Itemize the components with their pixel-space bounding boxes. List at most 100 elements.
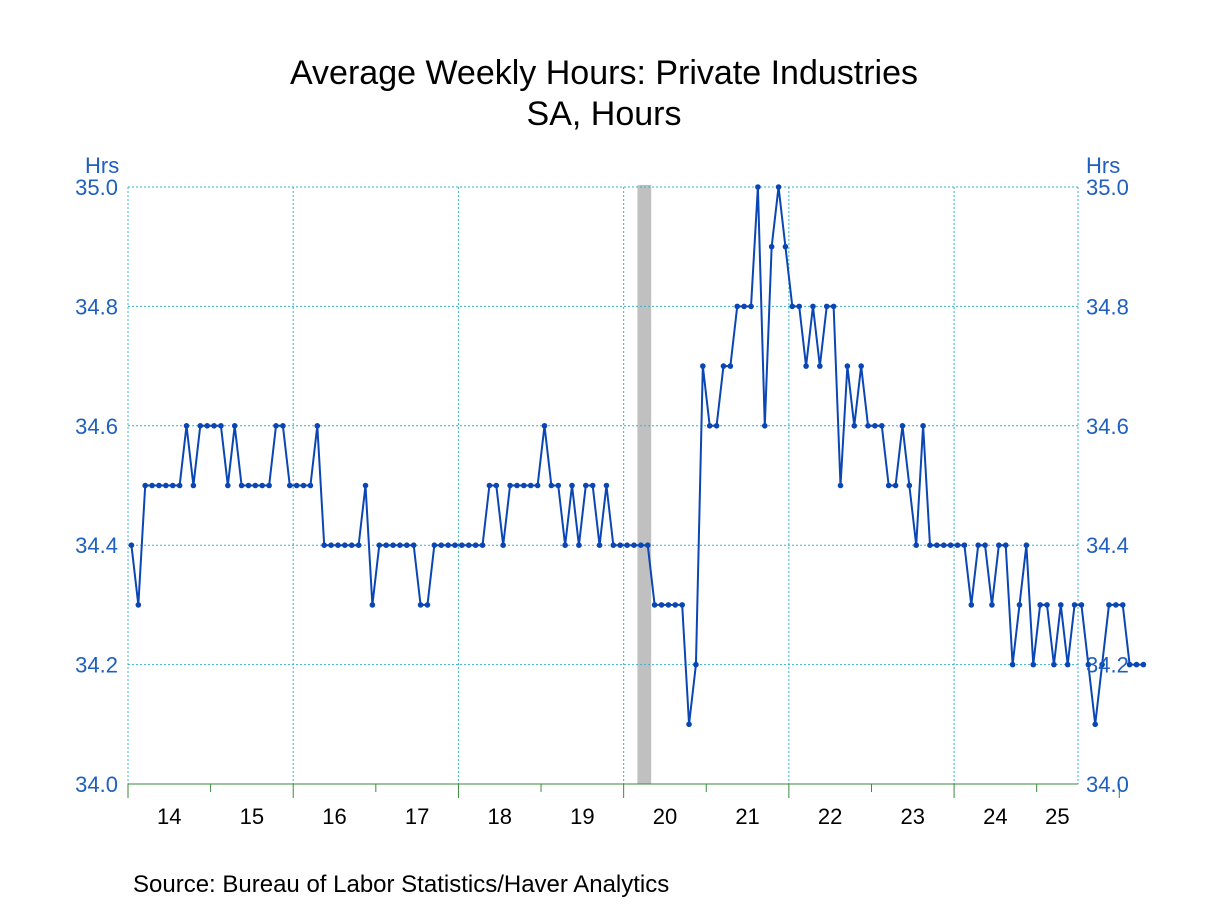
series-line-path: [130, 186, 1144, 726]
data-point: [252, 482, 259, 489]
y-tick-label-right: 34.0: [1086, 772, 1129, 797]
data-point: [899, 423, 906, 429]
data-point: [610, 542, 617, 548]
y-tick-label-right: 34.6: [1086, 414, 1129, 439]
data-point: [163, 482, 169, 489]
data-point: [534, 482, 541, 489]
data-point: [700, 363, 706, 369]
data-point: [1030, 661, 1037, 668]
data-point: [280, 423, 286, 429]
grid-lines: [128, 186, 1078, 784]
data-point: [1044, 602, 1050, 608]
data-point: [335, 542, 341, 548]
y-tick-label-left: 34.6: [75, 414, 118, 439]
data-point: [1002, 542, 1009, 548]
data-point: [940, 542, 947, 548]
data-point: [975, 542, 981, 548]
data-point: [472, 542, 479, 548]
data-point: [156, 482, 162, 489]
data-point: [383, 542, 389, 548]
data-point: [266, 482, 272, 489]
data-point: [376, 542, 383, 548]
data-point: [576, 542, 582, 548]
data-point: [879, 423, 885, 429]
axis-labels: 34.0 34.0 34.2 34.2 34.4 34.4 34.6 34.6 34.8 34.8…: [75, 153, 1129, 829]
data-point: [920, 423, 926, 429]
data-point: [459, 542, 465, 548]
data-point: [913, 542, 920, 548]
data-point: [507, 482, 513, 489]
data-point: [1023, 542, 1030, 548]
data-point: [417, 602, 424, 608]
x-tick-label: 20: [653, 804, 677, 829]
x-tick-label: 17: [405, 804, 429, 829]
data-point: [906, 482, 913, 489]
data-point: [582, 482, 589, 489]
x-tick-label: 25: [1045, 804, 1069, 829]
data-point: [514, 482, 520, 489]
data-point: [968, 602, 975, 608]
y-tick-label-left: 34.0: [75, 772, 118, 797]
data-point: [1071, 602, 1078, 608]
data-point: [830, 303, 837, 310]
data-point: [128, 542, 135, 548]
data-point: [424, 602, 431, 608]
data-point: [596, 542, 603, 548]
data-point: [541, 423, 548, 429]
data-point: [589, 482, 596, 489]
data-point: [741, 303, 747, 310]
y-axis-unit-left: Hrs: [85, 153, 119, 178]
y-tick-label-right: 34.4: [1086, 533, 1129, 558]
chart-subtitle: SA, Hours: [526, 95, 682, 133]
data-point: [204, 423, 210, 429]
data-point: [245, 482, 252, 489]
data-point: [190, 482, 197, 489]
data-point: [789, 303, 796, 310]
data-point: [651, 602, 658, 608]
data-point: [982, 542, 988, 548]
data-point: [1140, 661, 1147, 668]
data-point: [713, 423, 720, 429]
data-point: [410, 542, 417, 548]
data-point: [927, 542, 933, 548]
data-point: [755, 184, 761, 190]
x-tick-label: 18: [487, 804, 511, 829]
data-point: [768, 243, 775, 250]
data-point: [810, 303, 816, 310]
data-point: [603, 482, 610, 489]
data-point: [954, 542, 961, 548]
data-point: [273, 423, 279, 429]
data-point: [686, 721, 692, 728]
data-point: [390, 542, 396, 548]
data-point: [679, 602, 685, 608]
data-point: [404, 542, 410, 548]
data-point: [493, 482, 500, 489]
data-point: [342, 542, 348, 548]
data-point: [307, 482, 314, 489]
y-tick-label-left: 34.8: [75, 294, 118, 319]
data-point: [934, 542, 940, 548]
series-points: [128, 184, 1147, 728]
source-note: Source: Bureau of Labor Statistics/Haver…: [133, 871, 670, 898]
data-point: [225, 482, 231, 489]
data-point: [644, 542, 651, 548]
data-point: [527, 482, 534, 489]
data-point: [638, 542, 644, 548]
data-point: [617, 542, 624, 548]
data-point: [465, 542, 472, 548]
data-point: [1133, 661, 1140, 668]
data-point: [355, 542, 362, 548]
data-point: [142, 482, 149, 489]
data-point: [397, 542, 403, 548]
data-point: [885, 482, 892, 489]
data-point: [562, 542, 568, 548]
y-tick-label-left: 35.0: [75, 175, 118, 200]
data-point: [555, 482, 562, 489]
x-tick-label: 24: [983, 804, 1007, 829]
data-point: [1051, 661, 1057, 668]
data-point: [775, 184, 782, 190]
data-point: [872, 423, 878, 429]
data-point: [479, 542, 486, 548]
data-point: [176, 482, 183, 489]
data-point: [197, 423, 204, 429]
